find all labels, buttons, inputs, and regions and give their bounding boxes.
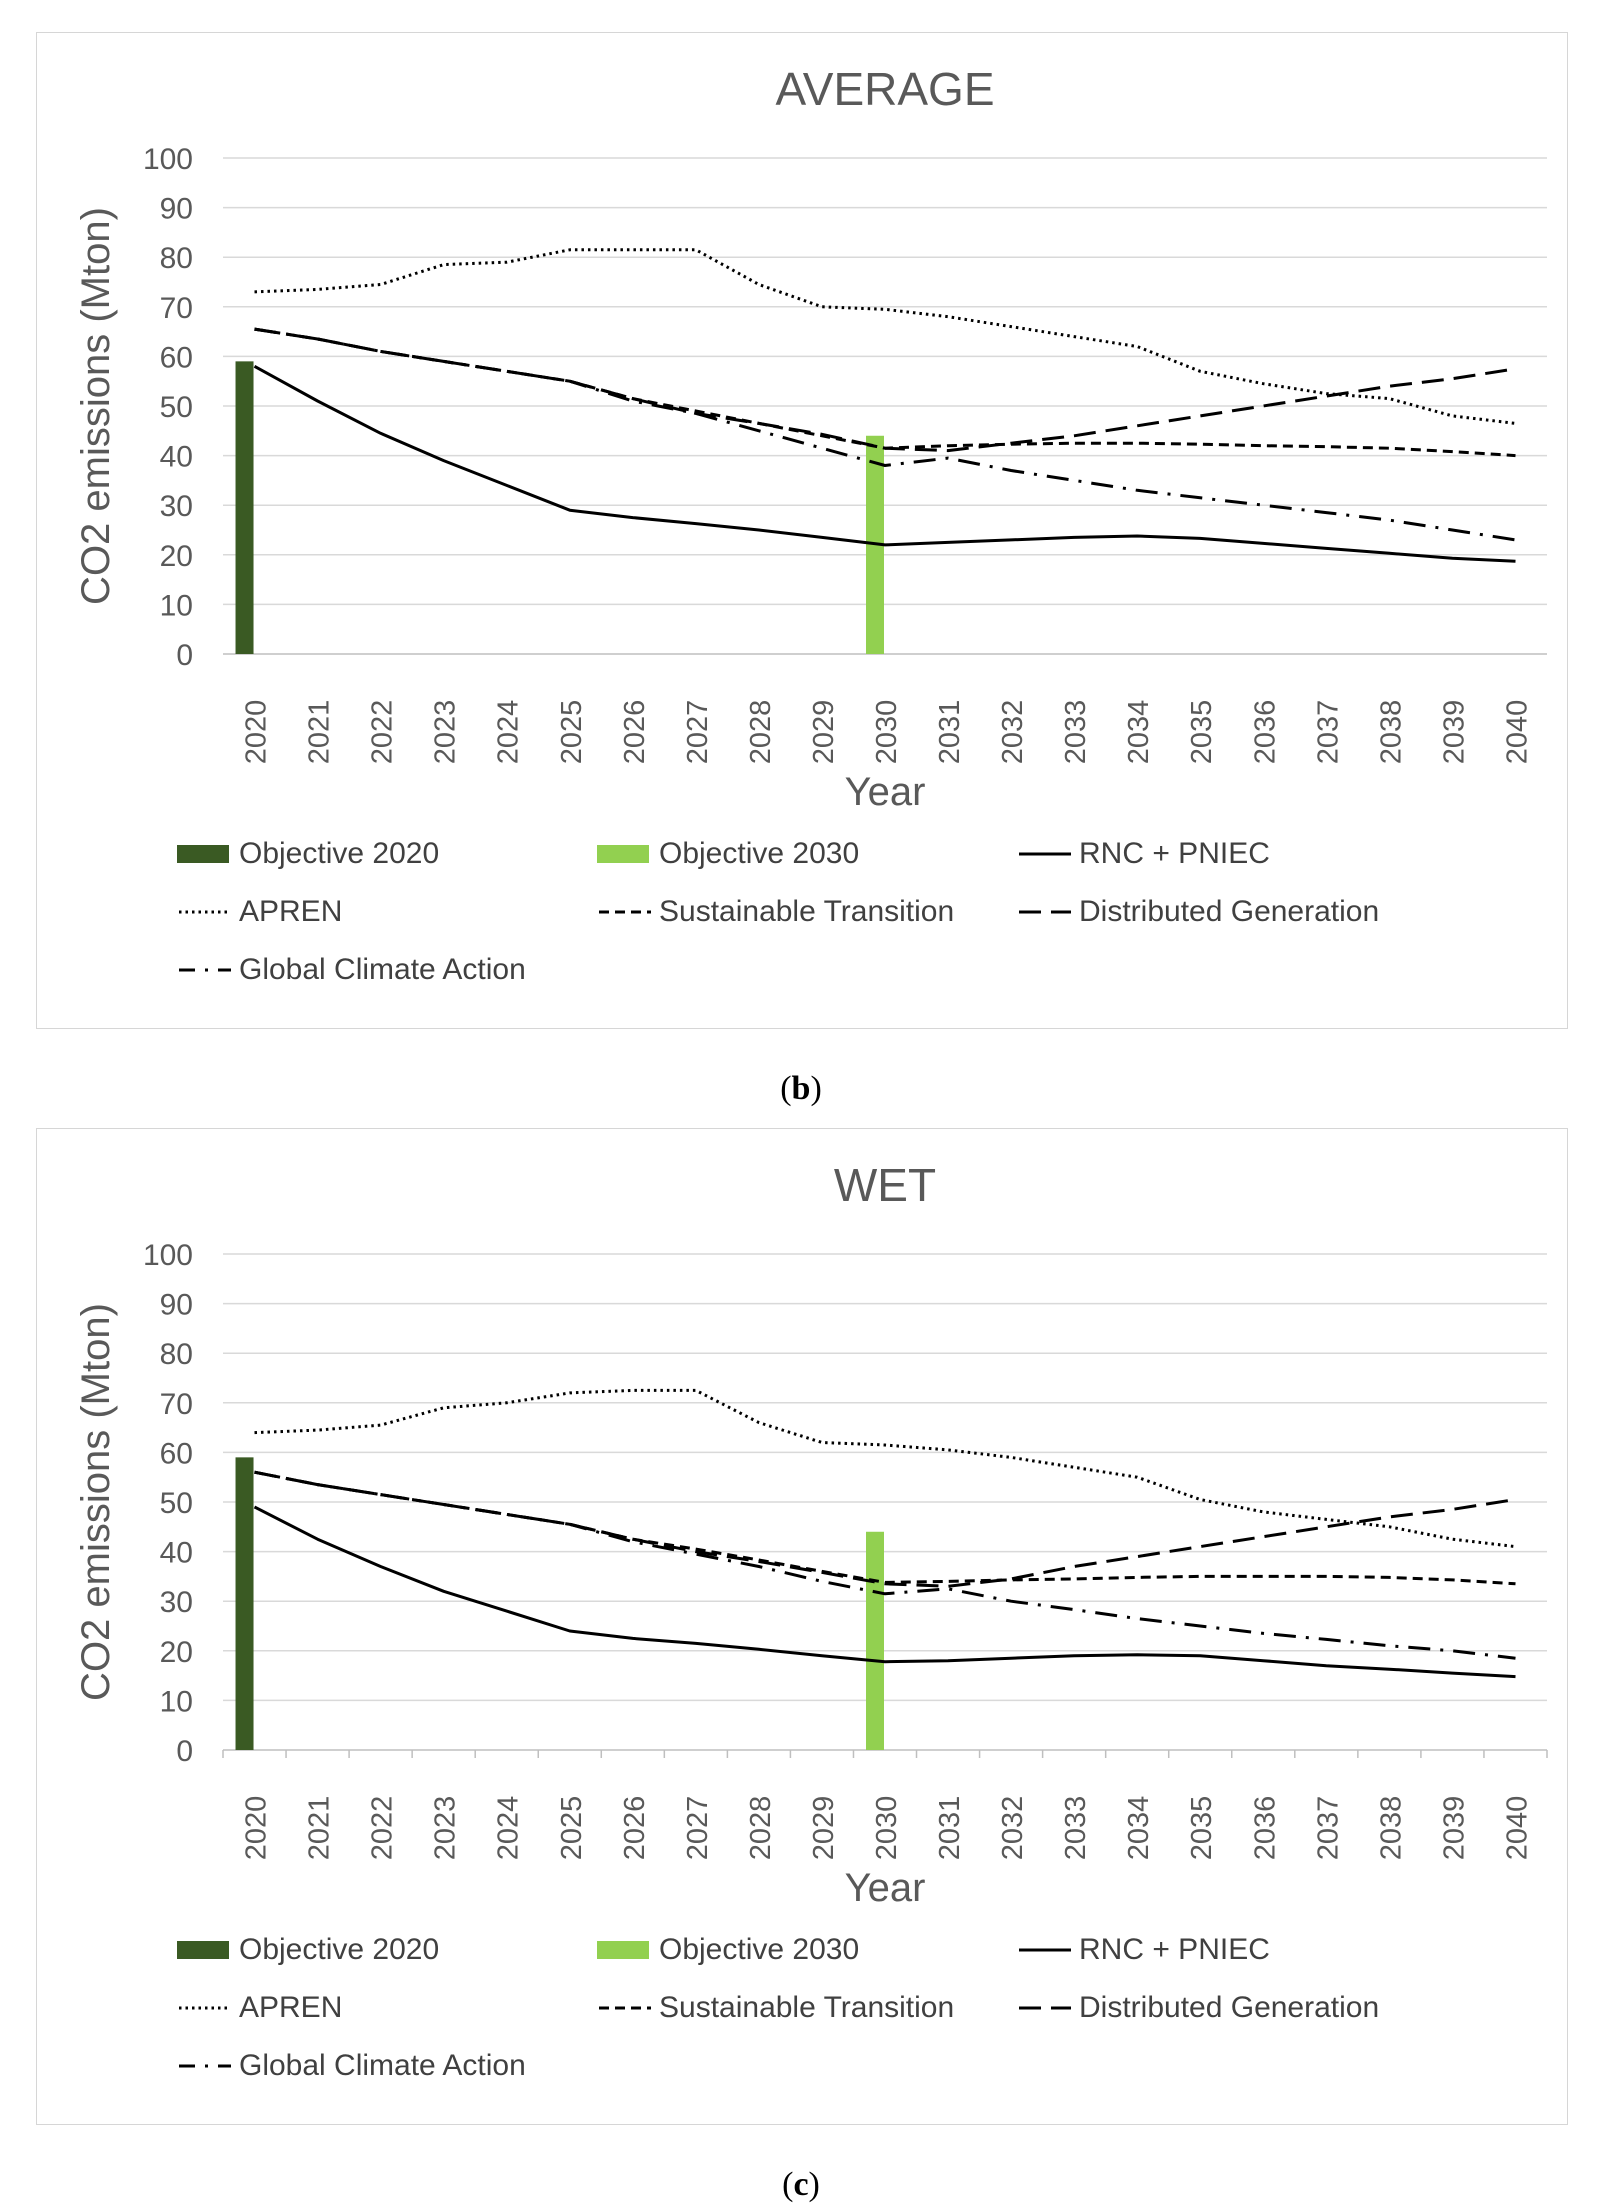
x-tick-label: 2031 xyxy=(934,1796,966,1861)
x-tick-label: 2025 xyxy=(556,700,588,765)
y-tick-label: 10 xyxy=(160,1685,193,1718)
y-tick-label: 70 xyxy=(160,1388,193,1421)
series-line-distributed-generation xyxy=(254,327,1516,453)
x-tick-label: 2040 xyxy=(1501,700,1533,765)
y-tick-label: 30 xyxy=(160,490,193,523)
series-line-rnc-pniec xyxy=(253,1505,1516,1679)
x-tick-label: 2032 xyxy=(997,1796,1029,1861)
bar-objective-2020 xyxy=(235,361,254,654)
x-tick-label: 2037 xyxy=(1312,1796,1344,1861)
x-tick-label: 2038 xyxy=(1375,1796,1407,1861)
y-tick-label: 20 xyxy=(160,1636,193,1669)
x-tick-label: 2023 xyxy=(430,1796,462,1861)
bar-objective-2030 xyxy=(866,1531,884,1750)
x-tick-label: 2034 xyxy=(1123,700,1155,765)
x-tick-label: 2035 xyxy=(1186,1796,1218,1861)
x-tick-label: 2029 xyxy=(808,1796,840,1861)
figure-caption-c: (c) xyxy=(782,2166,820,2203)
series-line-global-climate-action xyxy=(254,1470,1516,1660)
chart-title: WET xyxy=(834,1159,936,1211)
x-tick-label: 2027 xyxy=(682,1796,714,1861)
x-tick-label: 2022 xyxy=(367,700,399,765)
y-tick-label: 10 xyxy=(160,589,193,622)
y-tick-label: 90 xyxy=(160,193,193,226)
y-tick-label: 50 xyxy=(160,1487,193,1520)
y-tick-label: 50 xyxy=(160,391,193,424)
series-line-global-climate-action xyxy=(254,327,1516,542)
y-axis-title: CO2 emissions (Mton) xyxy=(74,207,118,605)
x-tick-label: 2028 xyxy=(745,700,777,765)
x-tick-label: 2024 xyxy=(493,700,525,765)
series-line-rnc-pniec xyxy=(253,364,1516,563)
x-tick-label: 2034 xyxy=(1123,1796,1155,1861)
y-tick-label: 30 xyxy=(160,1586,193,1619)
y-tick-label: 40 xyxy=(160,441,193,474)
y-tick-label: 80 xyxy=(160,1338,193,1371)
x-tick-label: 2030 xyxy=(871,1796,903,1861)
y-tick-label: 90 xyxy=(160,1289,193,1322)
y-tick-label: 0 xyxy=(176,1735,193,1768)
x-tick-label: 2035 xyxy=(1186,700,1218,765)
x-tick-label: 2031 xyxy=(934,700,966,765)
x-tick-label: 2033 xyxy=(1060,700,1092,765)
y-tick-label: 60 xyxy=(160,1437,193,1470)
x-tick-label: 2030 xyxy=(871,700,903,765)
series-line-sustainable-transition xyxy=(254,327,1516,458)
chart-title: AVERAGE xyxy=(776,63,995,115)
y-tick-label: 20 xyxy=(160,540,193,573)
x-tick-label: 2039 xyxy=(1438,700,1470,765)
x-tick-label: 2026 xyxy=(619,700,651,765)
x-tick-label: 2021 xyxy=(304,1796,336,1861)
figure-caption-b: (b) xyxy=(780,1070,822,1107)
x-tick-label: 2020 xyxy=(241,700,273,765)
x-tick-label: 2024 xyxy=(493,1796,525,1861)
x-tick-label: 2032 xyxy=(997,700,1029,765)
x-tick-label: 2028 xyxy=(745,1796,777,1861)
x-tick-label: 2037 xyxy=(1312,700,1344,765)
x-tick-label: 2021 xyxy=(304,700,336,765)
x-tick-label: 2020 xyxy=(241,1796,273,1861)
chart-panel-average: AVERAGE 0 10 20 30 40 50 60 70 80 90 100 2020 2021 202… xyxy=(36,32,1568,1029)
x-tick-label: 2038 xyxy=(1375,700,1407,765)
y-tick-label: 0 xyxy=(176,639,193,672)
y-tick-label: 60 xyxy=(160,341,193,374)
series-line-sustainable-transition xyxy=(254,1470,1516,1586)
x-tick-label: 2027 xyxy=(682,700,714,765)
y-tick-label: 40 xyxy=(160,1537,193,1570)
y-tick-label: 70 xyxy=(160,292,193,325)
y-axis-title: CO2 emissions (Mton) xyxy=(74,1303,118,1701)
series-line-distributed-generation xyxy=(254,1470,1516,1588)
x-tick-label: 2026 xyxy=(619,1796,651,1861)
x-tick-label: 2040 xyxy=(1501,1796,1533,1861)
x-axis-title: Year xyxy=(845,1866,926,1910)
x-tick-label: 2022 xyxy=(367,1796,399,1861)
series-line-apren xyxy=(254,1388,1516,1549)
x-tick-label: 2023 xyxy=(430,700,462,765)
y-tick-label: 100 xyxy=(143,1239,193,1272)
chart-panel-wet: WET 0 10 20 30 40 50 60 70 80 90 100 2020 2021 2022 202… xyxy=(36,1128,1568,2125)
x-tick-label: 2036 xyxy=(1249,1796,1281,1861)
bar-objective-2020 xyxy=(235,1457,254,1750)
series-line-apren xyxy=(254,248,1516,425)
x-tick-label: 2039 xyxy=(1438,1796,1470,1861)
y-tick-label: 80 xyxy=(160,242,193,275)
y-tick-label: 100 xyxy=(143,143,193,176)
x-tick-label: 2036 xyxy=(1249,700,1281,765)
x-axis-title: Year xyxy=(845,770,926,814)
x-tick-label: 2033 xyxy=(1060,1796,1092,1861)
x-tick-label: 2029 xyxy=(808,700,840,765)
x-tick-label: 2025 xyxy=(556,1796,588,1861)
